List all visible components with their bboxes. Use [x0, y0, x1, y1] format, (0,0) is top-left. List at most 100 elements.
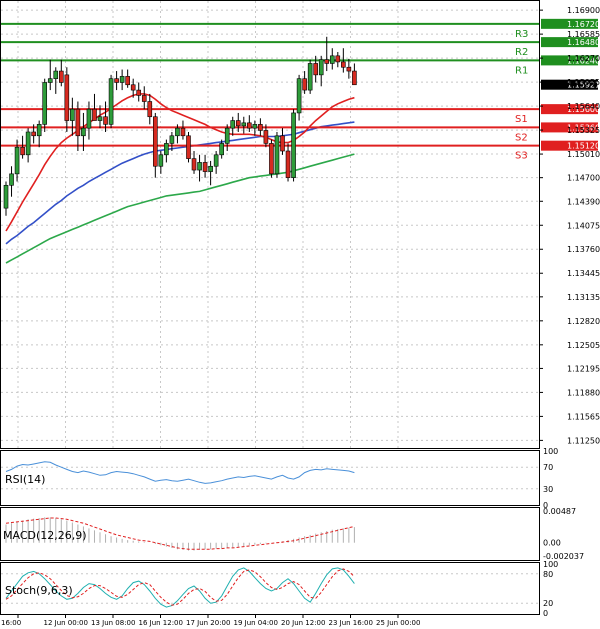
y-tick-label: 1.14700 — [567, 174, 600, 183]
stoch-tick-label: 0 — [543, 609, 548, 618]
candle-body — [86, 108, 92, 129]
level-s2-tag — [541, 122, 598, 133]
x-tick-label: 23 Jun 16:00 — [329, 619, 373, 627]
x-tick-label: 16:00 — [1, 619, 21, 627]
candle-body — [114, 78, 119, 83]
candle-body — [53, 70, 59, 79]
x-tick-label: 20 Jun 12:00 — [281, 619, 325, 627]
candle-body — [58, 70, 64, 83]
stoch-tick-label: 80 — [543, 570, 553, 579]
candle-body — [42, 82, 48, 125]
candle-body — [224, 127, 230, 144]
candle-body — [3, 184, 9, 209]
y-tick-label: 1.15010 — [567, 150, 600, 159]
candle-body — [335, 55, 341, 63]
candle-body — [20, 146, 25, 156]
y-tick-label: 1.13760 — [567, 245, 600, 254]
candle-body — [291, 112, 296, 178]
candle-body — [202, 162, 208, 172]
candle-body — [103, 116, 108, 125]
candle-body — [108, 78, 114, 125]
candle-body — [169, 135, 175, 144]
candle-body — [191, 158, 197, 171]
candle-body — [241, 122, 247, 127]
candle-body — [75, 108, 81, 137]
y-tick-label: 1.14390 — [567, 197, 600, 206]
candle-body — [136, 89, 142, 96]
level-r3-tag — [541, 18, 598, 29]
candle-body — [296, 78, 302, 114]
candle-body — [141, 95, 147, 102]
x-tick-label: 13 Jun 08:00 — [91, 619, 135, 627]
macd-label: MACD(12,26,9) — [3, 529, 87, 542]
level-r3-name: R3 — [515, 29, 528, 40]
macd-tick-label: -0.002037 — [543, 552, 584, 561]
y-tick-label: 1.15955 — [567, 78, 600, 87]
candle-body — [208, 165, 213, 172]
candle-body — [230, 120, 236, 129]
main-plot-frame — [0, 0, 540, 449]
macd-signal-line — [5, 517, 355, 550]
time-axis: 16:00 12 Jun 00:00 13 Jun 08:00 16 Jun 12:0… — [1, 614, 420, 627]
y-tick-label: 1.11880 — [567, 388, 600, 397]
ma-green-line — [5, 153, 355, 264]
candle-body — [25, 131, 31, 156]
candle-body — [258, 124, 263, 131]
candle-body — [252, 124, 258, 129]
candle-body — [318, 59, 324, 76]
candle-body — [31, 131, 36, 137]
rsi-label: RSI(14) — [5, 473, 45, 486]
level-r2-value: 1.16480 — [567, 38, 600, 47]
y-tick-label: 1.16900 — [567, 6, 600, 15]
macd-panel: 0.00487 0.00 -0.002037 — [5, 507, 584, 561]
macd-tick-label: 0.00487 — [543, 507, 576, 516]
candle-body — [14, 146, 20, 175]
y-tick-label: 1.11250 — [567, 436, 600, 445]
x-tick-label: 16 Jun 12:00 — [139, 619, 183, 627]
level-s3-value: 1.15120 — [567, 142, 600, 151]
candle-body — [197, 162, 202, 171]
stoch-label: Stoch(9,6,3) — [5, 584, 73, 597]
rsi-tick-label: 30 — [543, 485, 553, 494]
y-tick-label: 1.12195 — [567, 364, 600, 373]
ma-blue-line — [5, 121, 355, 245]
candle-body — [158, 154, 164, 167]
level-r2-tag — [541, 37, 598, 48]
level-r3-value: 1.16720 — [567, 20, 600, 29]
y-tick-label: 1.12505 — [567, 341, 600, 350]
ma-red-line — [5, 93, 355, 232]
rsi-plot-frame — [0, 450, 540, 506]
macd-tick-label: 0.00 — [543, 539, 561, 548]
y-tick-label: 1.14075 — [567, 221, 600, 230]
level-r1-value: 1.16240 — [567, 56, 600, 65]
candle-body — [352, 70, 357, 86]
rsi-tick-label: 70 — [543, 463, 553, 472]
candle-body — [119, 76, 125, 83]
level-r1-name: R1 — [515, 65, 528, 76]
candle-body — [263, 130, 269, 144]
candle-body — [97, 116, 103, 121]
candle-body — [329, 55, 335, 64]
level-r2-name: R2 — [515, 47, 528, 58]
candle-body — [235, 120, 241, 127]
y-tick-label: 1.15325 — [567, 126, 600, 135]
candle-body — [346, 66, 352, 72]
price-axis: 1.16900 1.16585 1.16270 1.15955 1.15640 1.153… — [539, 6, 600, 445]
current-price-value: 1.15921 — [567, 81, 600, 90]
candle-body — [47, 78, 53, 83]
level-s1-name: S1 — [515, 114, 528, 125]
stoch-tick-label: 20 — [543, 599, 553, 608]
x-tick-label: 25 Jun 00:00 — [376, 619, 420, 627]
candle-body — [147, 101, 153, 118]
candle-body — [130, 84, 136, 91]
candle-body — [153, 116, 158, 167]
candle-body — [302, 78, 307, 91]
level-s1-value: 1.15600 — [567, 105, 600, 114]
stoch-k-line — [5, 567, 355, 608]
y-tick-label: 1.12820 — [567, 317, 600, 326]
stoch-tick-label: 100 — [543, 560, 558, 569]
y-tick-label: 1.15640 — [567, 102, 600, 111]
candle-body — [274, 135, 280, 175]
